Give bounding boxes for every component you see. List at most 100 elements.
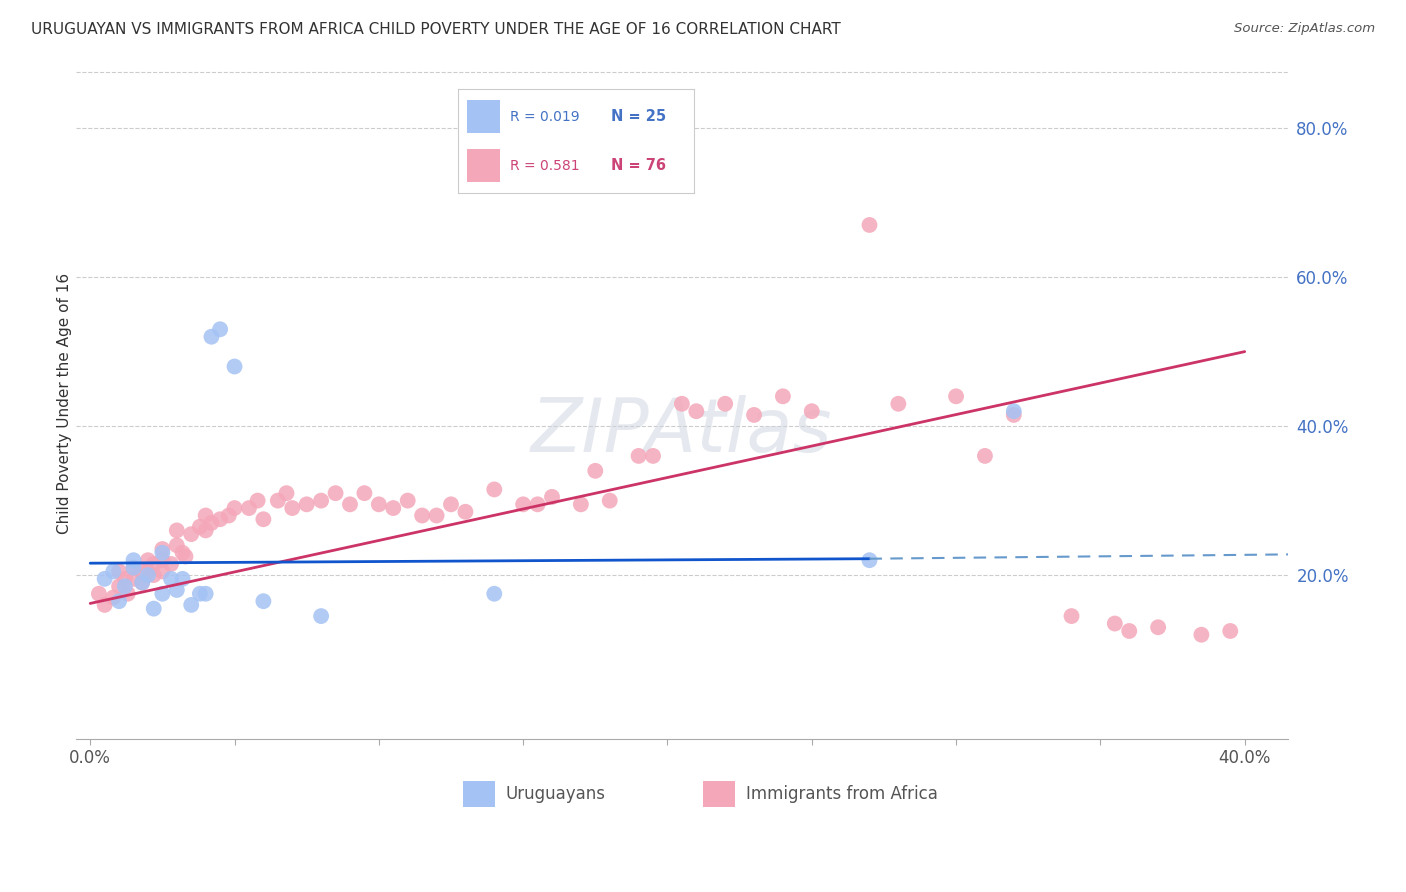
Point bbox=[252, 512, 274, 526]
Point bbox=[512, 497, 534, 511]
Point bbox=[172, 546, 194, 560]
Point bbox=[484, 483, 506, 497]
Point bbox=[166, 524, 188, 538]
Point bbox=[641, 449, 664, 463]
Point bbox=[1104, 616, 1126, 631]
Point bbox=[166, 582, 188, 597]
Point bbox=[200, 329, 222, 343]
Point bbox=[599, 493, 621, 508]
Point bbox=[114, 572, 136, 586]
Point bbox=[454, 505, 477, 519]
Point bbox=[103, 565, 125, 579]
Point bbox=[742, 408, 765, 422]
Point bbox=[188, 587, 211, 601]
Point bbox=[627, 449, 650, 463]
Point bbox=[194, 524, 217, 538]
Point bbox=[1147, 620, 1170, 634]
Point bbox=[1002, 404, 1025, 418]
Point bbox=[108, 594, 131, 608]
Point bbox=[117, 587, 139, 601]
Point bbox=[166, 538, 188, 552]
Text: URUGUAYAN VS IMMIGRANTS FROM AFRICA CHILD POVERTY UNDER THE AGE OF 16 CORRELATIO: URUGUAYAN VS IMMIGRANTS FROM AFRICA CHIL… bbox=[31, 22, 841, 37]
Point bbox=[1219, 624, 1241, 638]
Point bbox=[200, 516, 222, 530]
Point bbox=[180, 527, 202, 541]
Point bbox=[974, 449, 997, 463]
Point bbox=[122, 560, 145, 574]
Point bbox=[252, 594, 274, 608]
Point bbox=[218, 508, 240, 523]
Point bbox=[188, 519, 211, 533]
Point bbox=[122, 572, 145, 586]
Point bbox=[484, 587, 506, 601]
Point bbox=[194, 587, 217, 601]
Point bbox=[945, 389, 967, 403]
Point bbox=[172, 572, 194, 586]
Point bbox=[103, 591, 125, 605]
Point bbox=[114, 579, 136, 593]
Point bbox=[325, 486, 347, 500]
Point bbox=[772, 389, 794, 403]
Point bbox=[367, 497, 389, 511]
Point bbox=[87, 587, 110, 601]
Point bbox=[142, 568, 165, 582]
Point bbox=[224, 359, 246, 374]
Point bbox=[685, 404, 707, 418]
Point bbox=[714, 397, 737, 411]
Point bbox=[1189, 628, 1212, 642]
Point bbox=[396, 493, 419, 508]
Point bbox=[131, 565, 153, 579]
Text: Source: ZipAtlas.com: Source: ZipAtlas.com bbox=[1234, 22, 1375, 36]
Point bbox=[136, 565, 159, 579]
Point bbox=[887, 397, 910, 411]
Point bbox=[353, 486, 375, 500]
Point bbox=[309, 609, 332, 624]
Point bbox=[224, 501, 246, 516]
Point bbox=[136, 568, 159, 582]
Point bbox=[295, 497, 318, 511]
Point bbox=[657, 158, 679, 172]
Point bbox=[858, 553, 880, 567]
Point bbox=[122, 553, 145, 567]
Point bbox=[150, 553, 173, 567]
Point bbox=[174, 549, 197, 564]
Point bbox=[1118, 624, 1140, 638]
Point bbox=[122, 560, 145, 574]
Point bbox=[150, 546, 173, 560]
Point bbox=[150, 542, 173, 557]
Point bbox=[382, 501, 405, 516]
Point bbox=[131, 575, 153, 590]
Point bbox=[142, 557, 165, 571]
Point bbox=[569, 497, 592, 511]
Point bbox=[246, 493, 269, 508]
Point bbox=[440, 497, 463, 511]
Text: ZIPAtlas: ZIPAtlas bbox=[531, 394, 832, 467]
Point bbox=[108, 565, 131, 579]
Y-axis label: Child Poverty Under the Age of 16: Child Poverty Under the Age of 16 bbox=[58, 273, 72, 534]
Point bbox=[281, 501, 304, 516]
Point bbox=[194, 508, 217, 523]
Point bbox=[426, 508, 449, 523]
Point bbox=[309, 493, 332, 508]
Point bbox=[131, 575, 153, 590]
Point bbox=[800, 404, 823, 418]
Point bbox=[541, 490, 564, 504]
Point bbox=[276, 486, 298, 500]
Point bbox=[858, 218, 880, 232]
Point bbox=[583, 464, 606, 478]
Point bbox=[209, 322, 232, 336]
Point bbox=[267, 493, 290, 508]
Point bbox=[1060, 609, 1083, 624]
Point bbox=[160, 572, 183, 586]
Point bbox=[238, 501, 260, 516]
Point bbox=[671, 397, 693, 411]
Point bbox=[339, 497, 361, 511]
Point bbox=[93, 598, 115, 612]
Point bbox=[160, 557, 183, 571]
Point bbox=[209, 512, 232, 526]
Point bbox=[108, 579, 131, 593]
Point bbox=[526, 497, 548, 511]
Point bbox=[150, 587, 173, 601]
Point bbox=[150, 565, 173, 579]
Point bbox=[142, 601, 165, 615]
